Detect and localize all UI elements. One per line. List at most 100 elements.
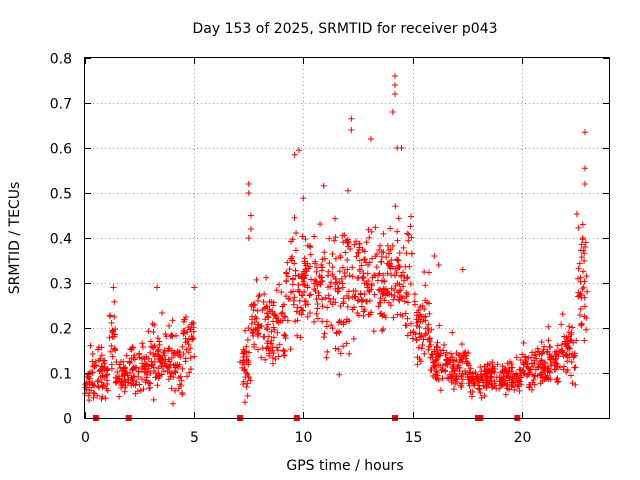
data-point [299,233,306,240]
data-point [118,384,125,391]
data-point [103,372,110,379]
data-point [361,291,368,298]
data-point [543,375,550,382]
data-point [243,383,250,390]
data-point [168,385,175,392]
data-point [418,314,425,321]
data-point [394,145,401,151]
data-point [511,386,518,393]
data-point [93,362,100,369]
data-point [392,265,399,272]
data-point [321,330,328,337]
data-point [294,317,301,324]
data-point [531,381,538,388]
data-point [393,256,400,263]
data-point [180,330,187,337]
data-point [240,346,247,353]
data-point [248,303,255,310]
data-point [274,344,281,351]
data-point [329,271,336,278]
data-point [98,352,105,359]
data-point [306,309,313,316]
data-point [264,321,271,328]
data-point [577,274,584,281]
data-point [301,288,308,295]
data-point [393,270,400,277]
data-point [429,372,436,379]
data-point [260,298,267,305]
data-point [169,400,176,407]
data-point [345,243,352,250]
data-point [349,273,356,280]
data-point [262,356,269,363]
data-point [401,298,408,305]
data-point [400,283,407,290]
data-point [571,364,578,371]
data-point [98,395,105,402]
data-point [436,346,443,353]
data-point [184,338,191,345]
data-point [251,302,258,309]
data-point [400,244,407,251]
data-point [294,304,301,311]
data-point [476,382,483,389]
data-point [433,343,440,350]
data-point [423,299,430,306]
data-point [110,328,117,335]
data-point [523,363,530,370]
data-point [346,350,353,357]
data-point [566,323,573,330]
data-point [158,362,165,369]
data-point [375,287,382,294]
data-point [363,239,370,246]
data-point [408,250,415,257]
data-point [292,247,299,254]
data-point [491,382,498,389]
data-point [559,311,566,318]
data-point [295,147,302,154]
data-point [484,374,491,381]
data-point [89,380,96,387]
data-point [138,376,145,383]
data-point [110,284,117,291]
data-point [269,308,276,315]
data-point [372,272,379,279]
data-point [184,329,191,336]
data-point [293,308,300,315]
data-point [379,327,386,334]
data-point [166,365,173,372]
data-point [150,329,157,336]
data-point [433,368,440,375]
data-point [180,351,187,358]
data-point [494,361,501,368]
data-point [456,352,463,359]
data-point [398,273,405,280]
data-point [172,361,179,368]
data-point [181,327,188,334]
data-point [184,373,191,380]
data-point [443,349,450,356]
data-point [518,366,525,373]
data-point [301,255,308,262]
data-point [576,260,583,267]
data-point [573,210,580,217]
data-point [126,370,133,377]
data-point [303,268,310,275]
data-point [572,381,579,388]
data-point [366,288,373,295]
data-point [403,275,410,282]
data-point [329,325,336,332]
data-point [526,366,533,373]
data-point [344,303,351,310]
data-point [415,307,422,314]
data-point [370,328,377,335]
data-point [95,383,102,390]
data-point [543,348,550,355]
data-point [94,392,101,399]
data-point [166,322,173,329]
y-tick-label: 0 [63,412,72,428]
data-point [396,297,403,304]
data-point [113,378,120,385]
data-point [368,282,375,289]
data-point [281,313,288,320]
